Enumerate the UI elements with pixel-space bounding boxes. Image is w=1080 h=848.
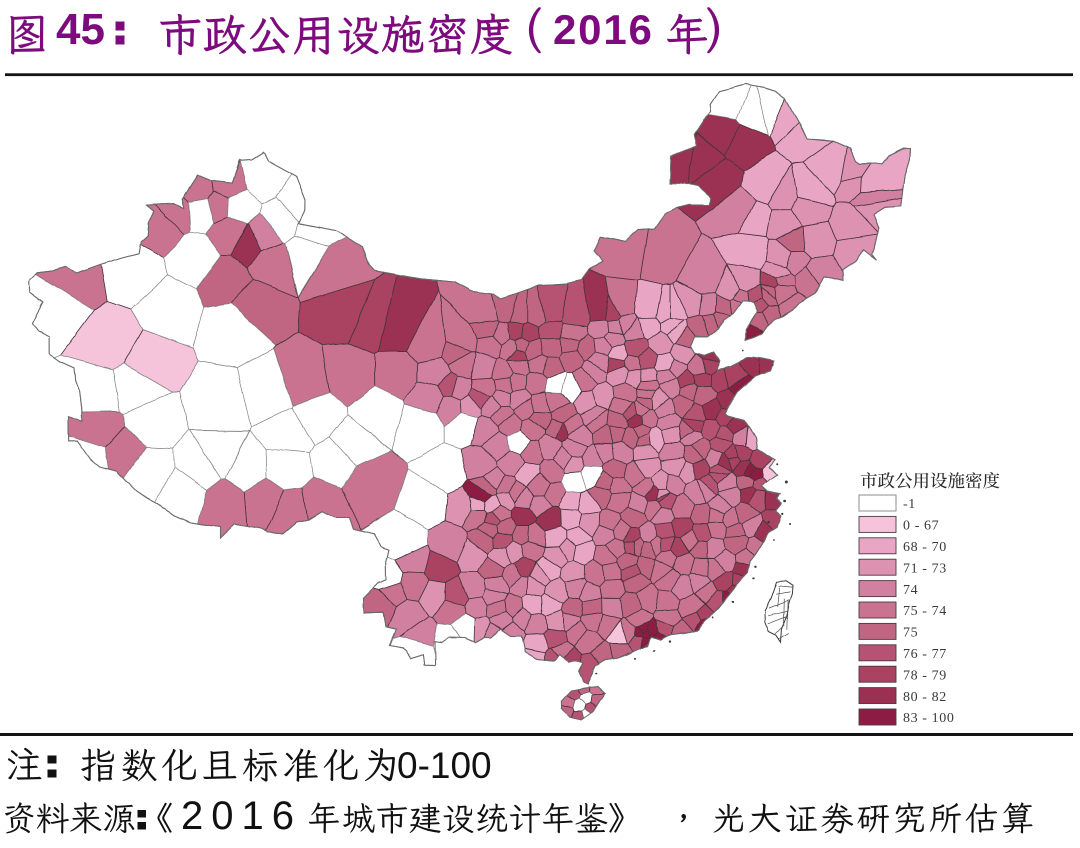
svg-text:2016: 2016 [181,794,302,838]
svg-text:75 - 74: 75 - 74 [903,604,947,619]
svg-text:2016: 2016 [553,6,654,53]
svg-text:83 - 100: 83 - 100 [903,711,954,726]
svg-text:75: 75 [903,626,918,641]
svg-text:-1: -1 [903,497,916,512]
svg-text:76 - 77: 76 - 77 [903,647,947,662]
svg-text:78 - 79: 78 - 79 [903,668,947,683]
svg-text:80 - 82: 80 - 82 [903,690,947,705]
svg-text:45: 45 [56,5,105,54]
svg-text:68 - 70: 68 - 70 [903,540,947,555]
svg-text:74: 74 [903,583,918,598]
svg-text:0-100: 0-100 [397,745,492,786]
svg-text:71 - 73: 71 - 73 [903,561,947,576]
svg-text:0 - 67: 0 - 67 [903,519,939,534]
